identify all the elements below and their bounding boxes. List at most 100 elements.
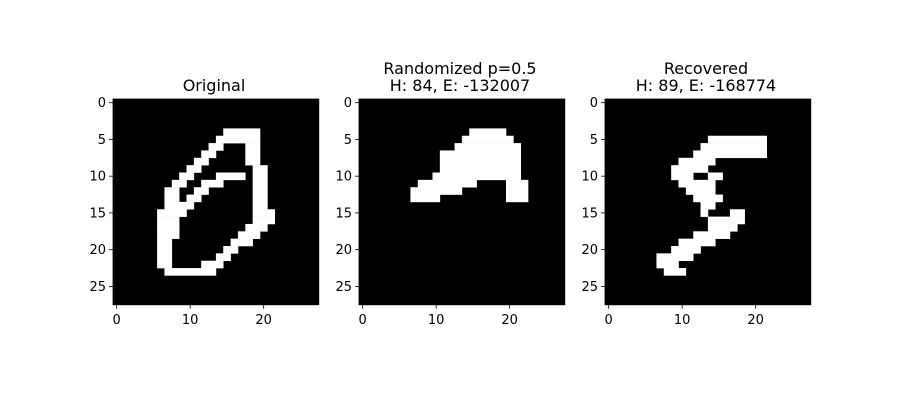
y-tick-label: 10 — [335, 170, 352, 185]
pixel-run — [179, 172, 195, 181]
pixel-run — [417, 179, 477, 188]
pixel-run — [245, 150, 261, 159]
pixel-run — [201, 179, 224, 188]
axes-frame — [358, 98, 566, 306]
pixel-run — [678, 238, 716, 247]
panel-title-line-1: Recovered — [664, 59, 748, 78]
y-tick-label: 10 — [89, 170, 106, 185]
pixel-run — [252, 172, 268, 181]
y-tick-label: 15 — [89, 206, 106, 221]
pixel-run — [469, 128, 507, 137]
axes-frame — [604, 98, 812, 306]
pixel-run — [252, 165, 268, 173]
panel-recovered: Recovered H: 89, E: -168774 0 5 10 15 20 25 0 1… — [581, 59, 812, 328]
pixel-run — [700, 201, 716, 210]
pixel-run — [506, 172, 521, 181]
pixel-run — [707, 216, 745, 225]
pixel-run — [439, 165, 521, 173]
y-tick-label: 20 — [89, 243, 106, 258]
pixel-run — [454, 143, 521, 151]
pixel-run — [663, 268, 687, 276]
pixel-run — [186, 165, 202, 173]
pixel-run — [186, 194, 202, 203]
pixel-run — [164, 268, 217, 276]
y-tick-label: 25 — [89, 280, 106, 295]
pixel-run — [157, 238, 173, 247]
panel-title-line-2: H: 84, E: -132007 — [390, 76, 530, 95]
pixel-run — [707, 172, 723, 181]
pixel-run — [201, 150, 217, 159]
pixel-run — [157, 260, 173, 269]
pixel-run — [164, 194, 180, 203]
pixel-run — [432, 172, 507, 181]
image-area — [359, 99, 565, 305]
pixel-run — [656, 260, 679, 269]
pixel-run — [252, 179, 268, 188]
pixel-run — [164, 201, 180, 210]
axes-frame — [112, 98, 320, 306]
y-tick-label: 5 — [344, 133, 352, 148]
pixel-run — [439, 150, 521, 159]
y-tick-label: 25 — [581, 280, 598, 295]
panel-title-line-2: H: 89, E: -168774 — [636, 76, 776, 95]
x-tick-label: 20 — [501, 313, 518, 328]
pixel-run — [252, 187, 268, 195]
y-tick-label: 0 — [98, 96, 106, 111]
pixel-run — [252, 216, 275, 225]
pixel-run — [223, 246, 239, 254]
pixel-run — [678, 179, 716, 188]
pixel-run — [693, 194, 723, 203]
x-tick-label: 0 — [359, 313, 367, 328]
panel-title-line-1: Randomized p=0.5 — [383, 59, 536, 78]
pixel-run — [179, 209, 187, 217]
y-tick-label: 0 — [344, 96, 352, 111]
pixel-run — [671, 246, 701, 254]
x-tick-label: 10 — [428, 313, 445, 328]
pixel-run — [252, 194, 268, 203]
x-tick-label: 20 — [255, 313, 272, 328]
x-tick-label: 10 — [182, 313, 199, 328]
pixel-run — [157, 231, 180, 239]
panel-randomized: Randomized p=0.5 H: 84, E: -132007 0 5 10 1… — [335, 59, 566, 328]
pixel-run — [223, 128, 261, 137]
panel-title: Original — [183, 76, 246, 95]
y-tick-label: 0 — [590, 96, 598, 111]
pixel-run — [729, 209, 745, 217]
pixel-run — [230, 238, 253, 247]
x-tick-label: 0 — [605, 313, 613, 328]
y-tick-label: 25 — [335, 280, 352, 295]
pixel-run — [715, 231, 731, 239]
x-tick-label: 0 — [113, 313, 121, 328]
y-tick-label: 15 — [581, 206, 598, 221]
y-tick-label: 5 — [590, 133, 598, 148]
pixel-run — [252, 209, 275, 217]
pixel-run — [179, 201, 195, 210]
pixel-run — [164, 187, 180, 195]
pixel-run — [656, 253, 694, 261]
pixel-run — [506, 194, 529, 203]
x-tick-label: 10 — [674, 313, 691, 328]
pixel-run — [157, 209, 180, 217]
pixel-run — [157, 253, 173, 261]
y-tick-label: 15 — [335, 206, 352, 221]
pixel-run — [245, 223, 268, 232]
y-tick-label: 5 — [98, 133, 106, 148]
pixel-run — [245, 157, 261, 166]
pixel-run — [700, 143, 767, 151]
pixel-run — [245, 143, 261, 151]
pixel-run — [171, 179, 187, 188]
pixel-run — [461, 135, 514, 144]
pixel-run — [671, 165, 709, 173]
pixel-run — [208, 143, 224, 151]
pixel-run — [157, 223, 180, 232]
pixel-run — [506, 179, 529, 188]
pixel-run — [671, 172, 694, 181]
pixel-run — [157, 246, 173, 254]
pixel-run — [215, 135, 261, 144]
pixel-run — [707, 223, 738, 232]
pixel-run — [707, 135, 767, 144]
pixel-run — [215, 253, 231, 261]
panel-original: Original 0 5 10 15 20 25 0 10 20 — [89, 76, 320, 328]
y-tick-label: 20 — [335, 243, 352, 258]
